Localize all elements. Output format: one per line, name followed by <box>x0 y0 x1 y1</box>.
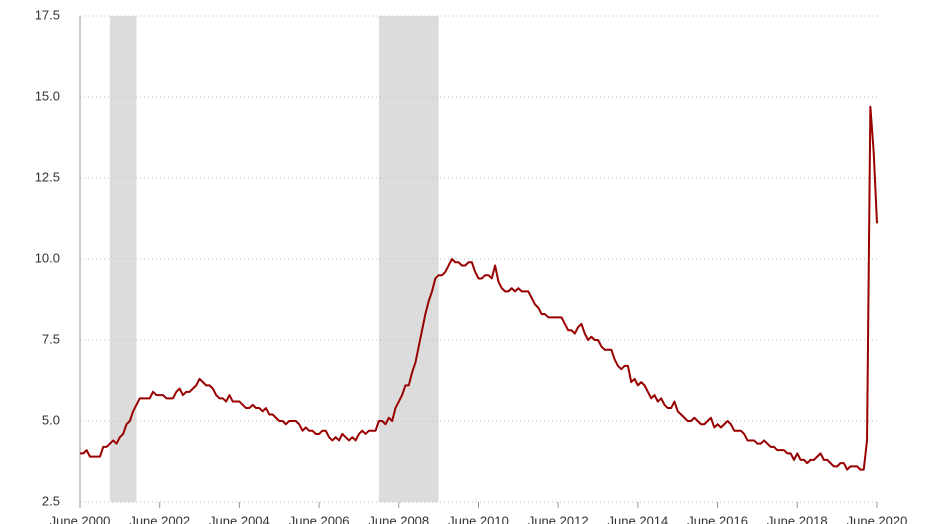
y-tick-label: 10.0 <box>35 250 60 265</box>
x-tick-label: June 2006 <box>289 513 350 524</box>
y-tick-label: 17.5 <box>35 7 60 22</box>
x-tick-label: June 2016 <box>687 513 748 524</box>
x-tick-label: June 2010 <box>448 513 509 524</box>
line <box>80 105 878 471</box>
x-tick-label: June 2020 <box>847 513 908 524</box>
y-tick-label: 2.5 <box>42 493 60 508</box>
x-tick-label: June 2004 <box>209 513 270 524</box>
y-tick-label: 5.0 <box>42 412 60 427</box>
y-tick-label: 12.5 <box>35 169 60 184</box>
x-tick-label: June 2012 <box>528 513 589 524</box>
x-tick-label: June 2002 <box>129 513 190 524</box>
x-tick-label: June 2000 <box>50 513 111 524</box>
y-tick-label: 15.0 <box>35 88 60 103</box>
x-tick-label: June 2014 <box>608 513 669 524</box>
y-tick-label: 7.5 <box>42 331 60 346</box>
x-tick-label: June 2018 <box>767 513 828 524</box>
x-tick-label: June 2008 <box>368 513 429 524</box>
